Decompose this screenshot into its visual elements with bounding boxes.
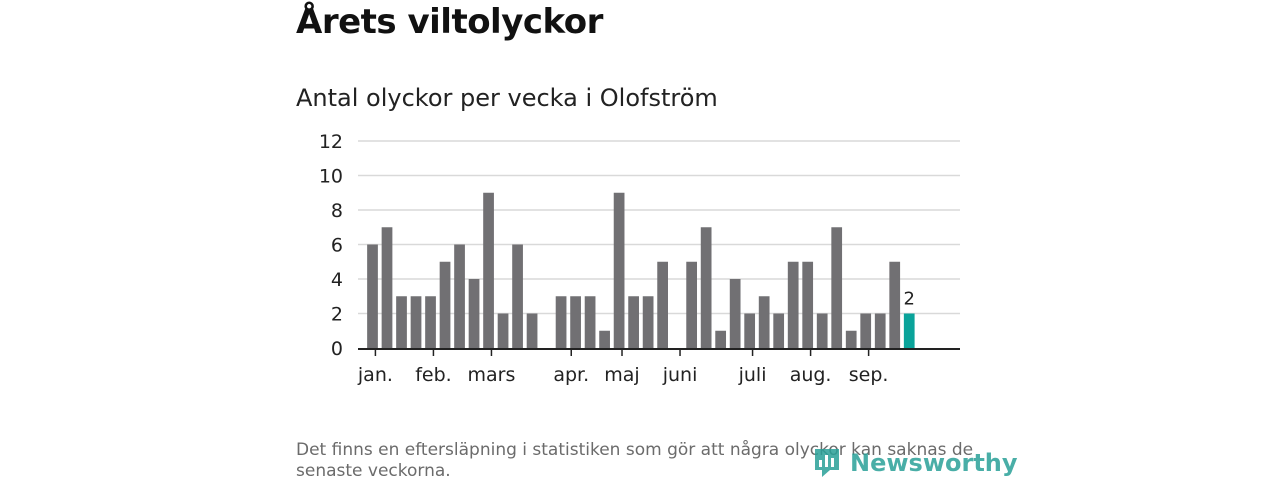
- y-axis-ticks: 0 2 4 6 8 10 12: [319, 131, 343, 360]
- bar: [570, 296, 581, 348]
- bar: [860, 313, 872, 348]
- bar: [715, 330, 727, 348]
- bar: [802, 261, 814, 348]
- bar: [425, 296, 436, 348]
- x-tick-label: maj: [604, 364, 639, 386]
- bar: [396, 296, 407, 348]
- y-tick-label: 12: [319, 131, 343, 153]
- bar: [700, 227, 712, 348]
- bar-layer: [367, 192, 915, 348]
- bar: [773, 313, 785, 348]
- bar: [410, 296, 422, 348]
- y-tick-label: 10: [319, 166, 343, 188]
- y-tick-label: 6: [331, 235, 343, 257]
- x-tick-label: juni: [662, 364, 698, 386]
- y-tick-label: 8: [331, 200, 343, 222]
- bar: [816, 313, 828, 348]
- bar: [439, 261, 451, 348]
- bar: [787, 261, 799, 348]
- bar: [497, 313, 509, 348]
- y-tick-label: 2: [331, 304, 343, 326]
- bar: [758, 296, 770, 348]
- footnote: Det finns en eftersläpning i statistiken…: [296, 440, 974, 481]
- bar: [642, 296, 654, 348]
- x-tick-label: sep.: [849, 364, 889, 386]
- bar: [599, 330, 610, 348]
- bar: [831, 227, 843, 348]
- bar: [555, 296, 567, 348]
- bar: [526, 313, 538, 348]
- newsworthy-logo-icon: [815, 449, 839, 477]
- brand-name: Newsworthy: [850, 449, 1018, 477]
- bar: [874, 313, 886, 348]
- bar: [584, 296, 596, 348]
- x-tick-label: jan.: [357, 364, 393, 386]
- x-tick-label: mars: [468, 364, 516, 386]
- bar: [744, 313, 756, 348]
- bar: [367, 244, 378, 348]
- bar: [729, 279, 741, 348]
- bar: [483, 192, 494, 348]
- bar: [628, 296, 639, 348]
- y-tick-label: 0: [331, 338, 343, 360]
- bar: [512, 244, 523, 348]
- data-labels: 2: [904, 289, 915, 310]
- x-tick-label: aug.: [790, 364, 832, 386]
- bar-chart: 0 2 4 6 8 10 12 jan. feb. mars apr. maj juni juli aug…: [319, 131, 960, 386]
- x-tick-label: juli: [738, 364, 767, 386]
- x-tick-label: apr.: [553, 364, 589, 386]
- bar: [889, 261, 901, 348]
- bar: [657, 261, 668, 348]
- x-axis-ticks: jan. feb. mars apr. maj juni juli aug. sep.: [357, 349, 889, 386]
- chart-title: Antal olyckor per vecka i Olofström: [296, 84, 718, 112]
- bar: [468, 279, 480, 348]
- bar: [845, 330, 857, 348]
- bar: [454, 244, 465, 348]
- bar-current-week: [903, 313, 915, 348]
- y-tick-label: 4: [331, 269, 343, 291]
- bar: [381, 227, 393, 348]
- brand-logo: Newsworthy: [812, 446, 1018, 480]
- data-label-last: 2: [904, 289, 915, 310]
- bar: [686, 261, 698, 348]
- page-title: Årets viltolyckor: [296, 2, 603, 42]
- bar: [613, 192, 625, 348]
- x-tick-label: feb.: [415, 364, 451, 386]
